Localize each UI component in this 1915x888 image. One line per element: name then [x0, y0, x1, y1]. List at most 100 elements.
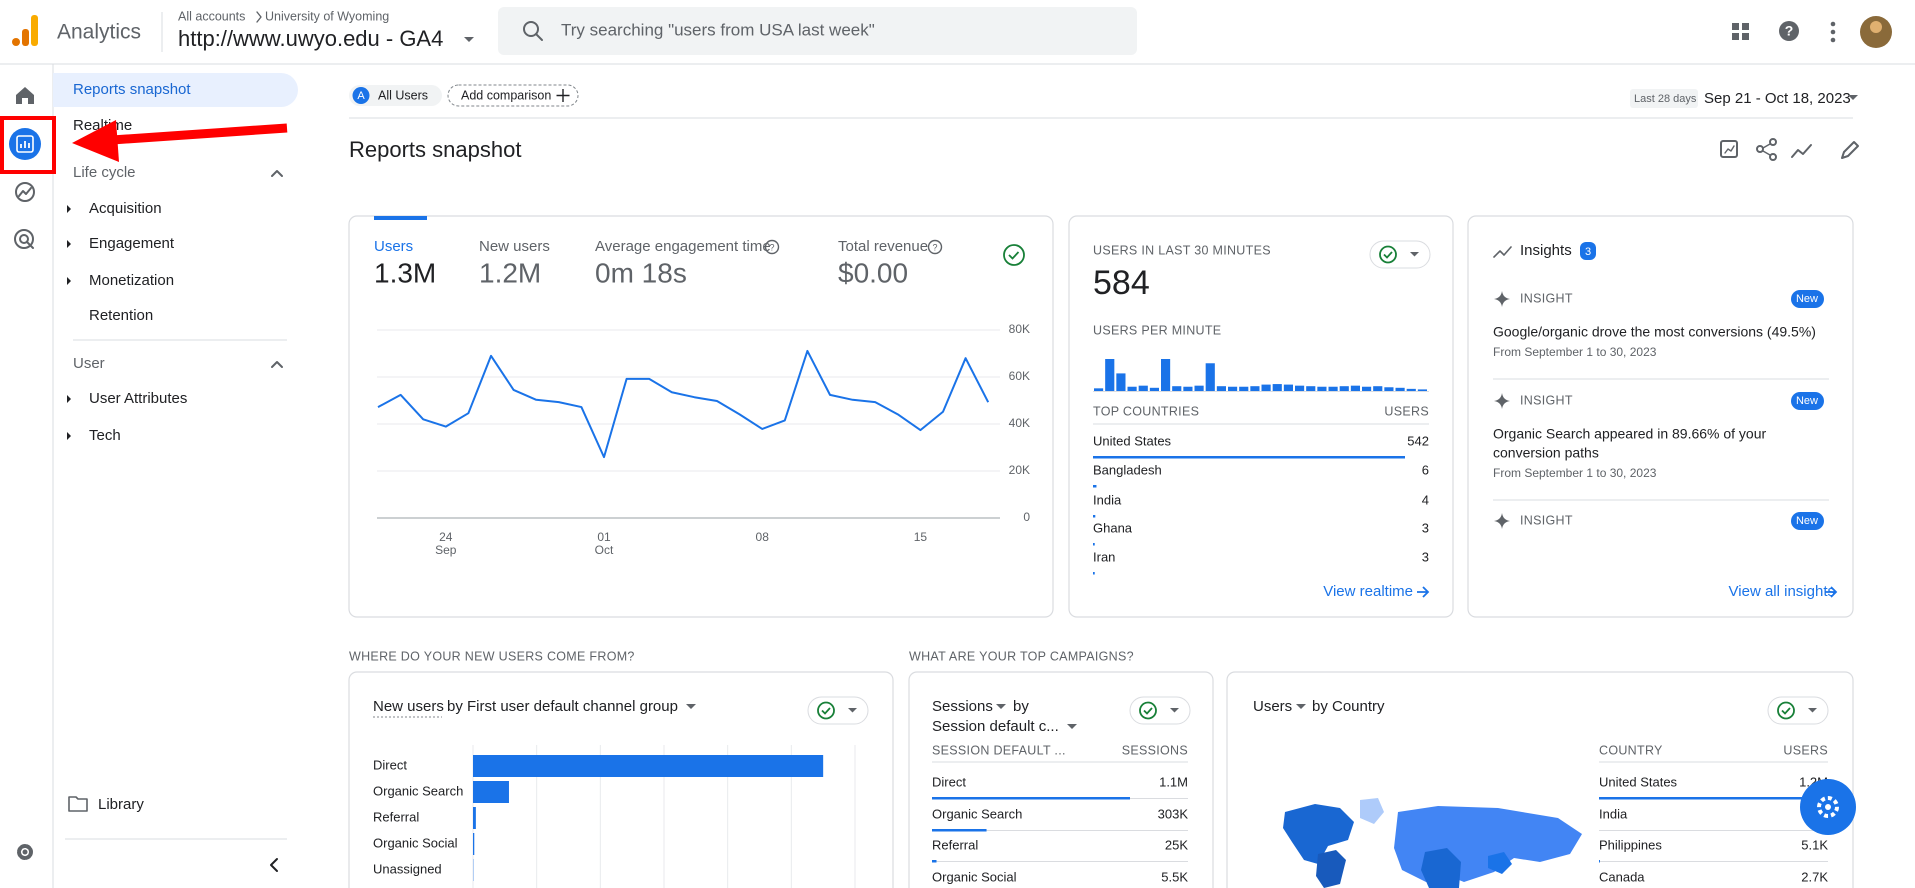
- metric-selector[interactable]: Users: [1253, 698, 1292, 715]
- view-insights-link[interactable]: View all insights: [1729, 583, 1835, 600]
- nav-library[interactable]: Library: [98, 796, 144, 813]
- link-arrow: [1825, 586, 1838, 598]
- metric-name[interactable]: Average engagement time: [595, 238, 771, 255]
- add-icon: [556, 89, 570, 102]
- insight-text[interactable]: Organic Search appeared in 89.66% of you…: [1493, 426, 1767, 442]
- country-name: Bangladesh: [1093, 462, 1162, 477]
- nav-item[interactable]: Reports snapshot: [73, 81, 191, 98]
- annotation-arrowhead: [72, 120, 119, 162]
- dimension-selector[interactable]: Session default c...: [932, 718, 1059, 735]
- nav-item[interactable]: Engagement: [89, 235, 175, 252]
- info-icon: [927, 239, 943, 255]
- channel-label: Organic Social: [373, 835, 458, 850]
- apps-icon[interactable]: [1732, 23, 1749, 40]
- avatar-face: [1870, 21, 1882, 33]
- country-name: Ghana: [1093, 520, 1133, 535]
- minute-bar: [1216, 386, 1226, 391]
- dropdown-caret: [1808, 708, 1817, 713]
- search-placeholder[interactable]: Try searching "users from USA last week": [561, 20, 875, 39]
- metric-name[interactable]: Users: [374, 238, 413, 255]
- minute-bar: [1161, 359, 1171, 391]
- nav-item[interactable]: Monetization: [89, 272, 174, 289]
- more-icon[interactable]: [1830, 21, 1836, 43]
- country-users: 3: [1422, 549, 1429, 564]
- y-tick-label: 40K: [1009, 416, 1030, 430]
- dimension-selector[interactable]: by First user default channel group: [447, 698, 678, 715]
- channel-label: Unassigned: [373, 861, 442, 876]
- new-badge: New: [1796, 515, 1818, 527]
- help-icon[interactable]: [1779, 21, 1799, 41]
- customize-icon[interactable]: [1720, 140, 1738, 158]
- search-box[interactable]: [498, 7, 1137, 55]
- row-label: Philippines: [1599, 837, 1662, 852]
- row-value: 1.1M: [1159, 774, 1188, 789]
- status-dropdown[interactable]: [1369, 240, 1431, 269]
- x-tick-label: 08: [756, 530, 770, 544]
- status-dropdown[interactable]: [1767, 696, 1829, 725]
- dimension-caret: [1067, 724, 1077, 729]
- nav-item[interactable]: User Attributes: [89, 390, 187, 407]
- breadcrumb-root[interactable]: All accounts: [178, 9, 245, 23]
- add-comparison-chip[interactable]: [447, 84, 579, 107]
- edit-icon[interactable]: [1841, 141, 1859, 159]
- nav-section[interactable]: Life cycle: [73, 164, 136, 181]
- segment-chip[interactable]: [349, 85, 442, 106]
- search-icon: [523, 21, 539, 37]
- nav-item[interactable]: Realtime: [73, 117, 132, 134]
- row-bar: [932, 797, 1130, 800]
- customize-glyph: [1724, 145, 1735, 154]
- status-check[interactable]: [1003, 244, 1025, 266]
- metric-name[interactable]: New users: [479, 238, 550, 255]
- map-region: [1316, 850, 1346, 888]
- logo-dot: [12, 38, 20, 46]
- row-bar: [932, 829, 987, 832]
- apps-dot: [1732, 23, 1739, 30]
- column-header: USERS: [1783, 743, 1828, 757]
- status-dropdown[interactable]: [807, 696, 869, 725]
- metric-value: 1.2M: [479, 257, 541, 288]
- nav-item[interactable]: Tech: [89, 427, 121, 444]
- collapse-icon[interactable]: [271, 361, 283, 368]
- minute-bar: [1094, 388, 1104, 391]
- property-selector[interactable]: http://www.uwyo.edu - GA4: [178, 26, 443, 51]
- country-name: India: [1093, 492, 1122, 507]
- column-header: SESSIONS: [1122, 743, 1188, 757]
- settings-icon[interactable]: [17, 844, 33, 860]
- nav-section[interactable]: User: [73, 355, 105, 372]
- date-range[interactable]: Sep 21 - Oct 18, 2023: [1704, 90, 1851, 107]
- date-caret: [1848, 95, 1858, 100]
- date-range-label: Last 28 days: [1634, 93, 1697, 105]
- home-icon[interactable]: [16, 87, 34, 104]
- minute-bar: [1417, 389, 1427, 391]
- nav-item[interactable]: Acquisition: [89, 200, 162, 217]
- explore-icon[interactable]: [15, 182, 35, 202]
- check-circle: [817, 701, 835, 720]
- row-label: Organic Social: [932, 869, 1017, 884]
- row-bar: [1599, 860, 1600, 863]
- share-icon[interactable]: [1756, 138, 1777, 161]
- channel-bar: [473, 833, 475, 855]
- logo[interactable]: [12, 15, 38, 46]
- collapse-nav[interactable]: [270, 858, 278, 872]
- advertising-icon[interactable]: [14, 229, 34, 249]
- nav-active-bg: [53, 73, 298, 107]
- segment-name[interactable]: All Users: [378, 88, 428, 102]
- insights-icon[interactable]: [1791, 144, 1812, 158]
- row-track: [1599, 830, 1828, 831]
- status-dropdown[interactable]: [1129, 696, 1191, 725]
- collapse-icon[interactable]: [271, 170, 283, 177]
- check-glyph: [1008, 251, 1020, 260]
- row-label: Organic Search: [932, 806, 1022, 821]
- x-tick-month: Sep: [435, 543, 457, 557]
- metric-selector[interactable]: New users: [373, 698, 444, 715]
- insight-text[interactable]: conversion paths: [1493, 445, 1599, 461]
- breadcrumb-account[interactable]: University of Wyoming: [265, 9, 389, 23]
- metric-name[interactable]: Total revenue: [838, 238, 928, 255]
- view-realtime-link[interactable]: View realtime: [1323, 583, 1413, 600]
- metric-selector[interactable]: Sessions: [932, 698, 993, 715]
- add-comparison[interactable]: Add comparison: [461, 88, 551, 102]
- nav-item[interactable]: Retention: [89, 307, 153, 324]
- y-tick-label: 0: [1023, 510, 1030, 524]
- insight-text[interactable]: Google/organic drove the most conversion…: [1493, 324, 1816, 340]
- minute-bar: [1183, 386, 1193, 391]
